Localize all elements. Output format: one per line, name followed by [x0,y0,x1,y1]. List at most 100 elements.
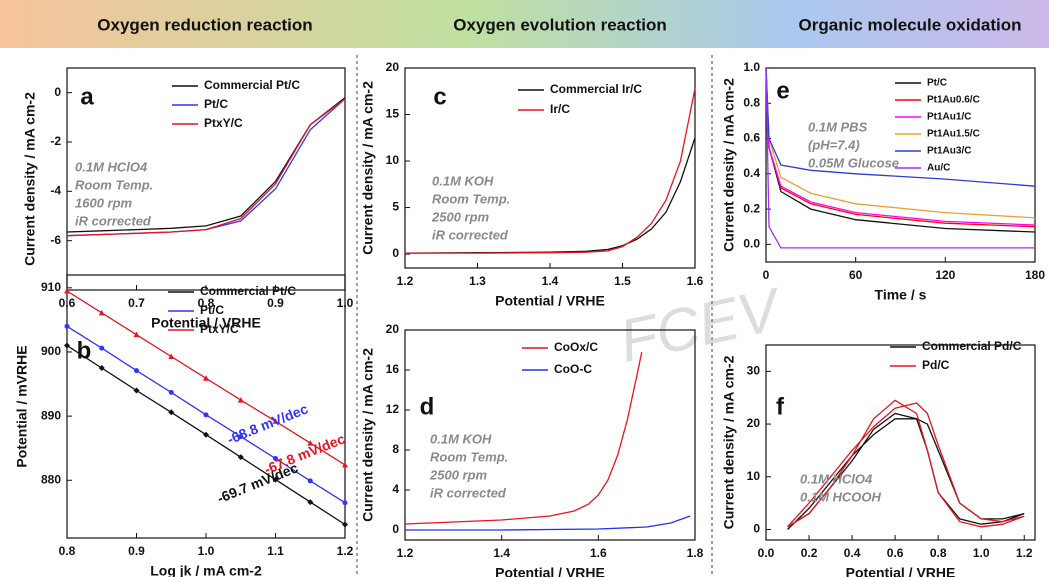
x-tick-label: 1.4 [542,274,559,288]
y-tick-label: 10 [386,153,400,167]
legend-label: Au/C [927,163,950,174]
marker [237,397,244,403]
marker [307,499,314,506]
y-axis-label: Current density / mA cm-2 [360,348,376,522]
series-line [66,98,346,237]
marker [168,409,175,416]
legend-label: Pt/C [927,78,947,89]
x-tick-label: 1.3 [469,274,486,288]
marker [64,323,70,329]
x-tick-label: 1.0 [198,544,215,558]
y-axis-label: Potential / mVRHE [14,345,30,467]
marker [342,461,348,468]
header-title: Oxygen evolution reaction [453,15,667,34]
panel-label: a [80,83,94,110]
marker [168,389,174,395]
x-tick-label: 0 [763,268,770,282]
y-tick-label: -2 [50,134,61,148]
legend-label: Pt1Au0.6/C [927,95,980,106]
panel-label: d [420,393,435,420]
series-line [765,67,1036,187]
legend-label: PtxY/C [204,116,243,130]
condition-note: iR corrected [430,485,507,500]
condition-note: 0.1M KOH [430,431,492,446]
y-tick-label: 12 [386,402,400,416]
x-tick-label: 0.7 [128,296,145,310]
series-line [405,88,696,254]
y-tick-label: 0 [392,522,399,536]
x-tick-label: 0.0 [758,546,775,560]
y-tick-label: -4 [50,184,61,198]
y-tick-label: 5 [392,200,399,214]
y-tick-label: 30 [747,364,761,378]
y-tick-label: 8 [392,442,399,456]
legend-label: Commercial Ir/C [550,82,642,96]
y-tick-label: 0.4 [743,166,760,180]
legend-label: Commercial Pt/C [200,284,296,298]
y-tick-label: 15 [386,107,400,121]
marker [307,478,313,484]
y-tick-label: 0 [392,246,399,260]
marker [307,440,314,446]
x-axis-label: Potential / VRHE [495,293,605,309]
slope-annotation: -69.7 mV/dec [215,459,301,506]
condition-note: Room Temp. [430,449,508,464]
series-line [765,67,1036,226]
condition-note: 0.05M Glucose [808,155,899,170]
y-tick-label: 0 [753,522,760,536]
series-line [765,67,1036,233]
header-band [0,0,1049,48]
panel-label: c [433,83,446,110]
x-tick-label: 0.8 [930,546,947,560]
plot-frame [765,344,1036,541]
x-tick-label: 180 [1025,268,1045,282]
condition-note: 2500 rpm [431,209,490,224]
y-tick-label: 4 [392,482,399,496]
x-tick-label: 1.4 [493,546,510,560]
series-line [765,67,1036,219]
legend-label: Pt1Au3/C [927,146,971,157]
series-line [765,67,1036,228]
x-tick-label: 1.0 [973,546,990,560]
marker [64,342,70,349]
y-tick-label: 1.0 [743,60,760,74]
legend-label: CoOx/C [554,340,598,354]
x-tick-label: 60 [849,268,863,282]
panel-label: e [776,77,789,104]
x-axis-label: Potential / VRHE [495,565,605,577]
y-tick-label: 910 [41,280,61,294]
legend-label: Pt/C [204,97,228,111]
y-tick-label: 0.2 [743,201,760,215]
marker [203,375,209,381]
legend-label: PtxY/C [200,322,239,336]
marker [133,331,140,338]
x-tick-label: 120 [935,268,955,282]
x-tick-label: 0.9 [267,296,284,310]
x-axis-label: Time / s [875,287,927,303]
panel-label: b [77,337,92,364]
series-line [404,351,643,525]
marker [98,365,105,372]
x-tick-label: 0.6 [887,546,904,560]
marker [133,387,140,394]
marker [99,345,105,351]
y-tick-label: 20 [386,60,400,74]
x-tick-label: 0.4 [844,546,861,560]
condition-note: 0.1M KOH [432,173,494,188]
legend-label: Ir/C [550,102,570,116]
marker [272,418,279,424]
marker [168,353,175,359]
y-tick-label: 880 [41,472,61,486]
marker [342,521,348,528]
condition-note: iR corrected [75,213,152,228]
y-axis-label: Current density / mA cm-2 [360,81,376,255]
legend-label: CoO-C [554,362,592,376]
x-tick-label: 1.2 [337,544,354,558]
legend-label: Commercial Pt/C [204,78,300,92]
x-tick-label: 1.6 [687,274,704,288]
series-line [787,399,1025,528]
header-title: Organic molecule oxidation [799,15,1022,34]
y-tick-label: 0 [54,85,61,99]
series-line [765,67,1035,249]
